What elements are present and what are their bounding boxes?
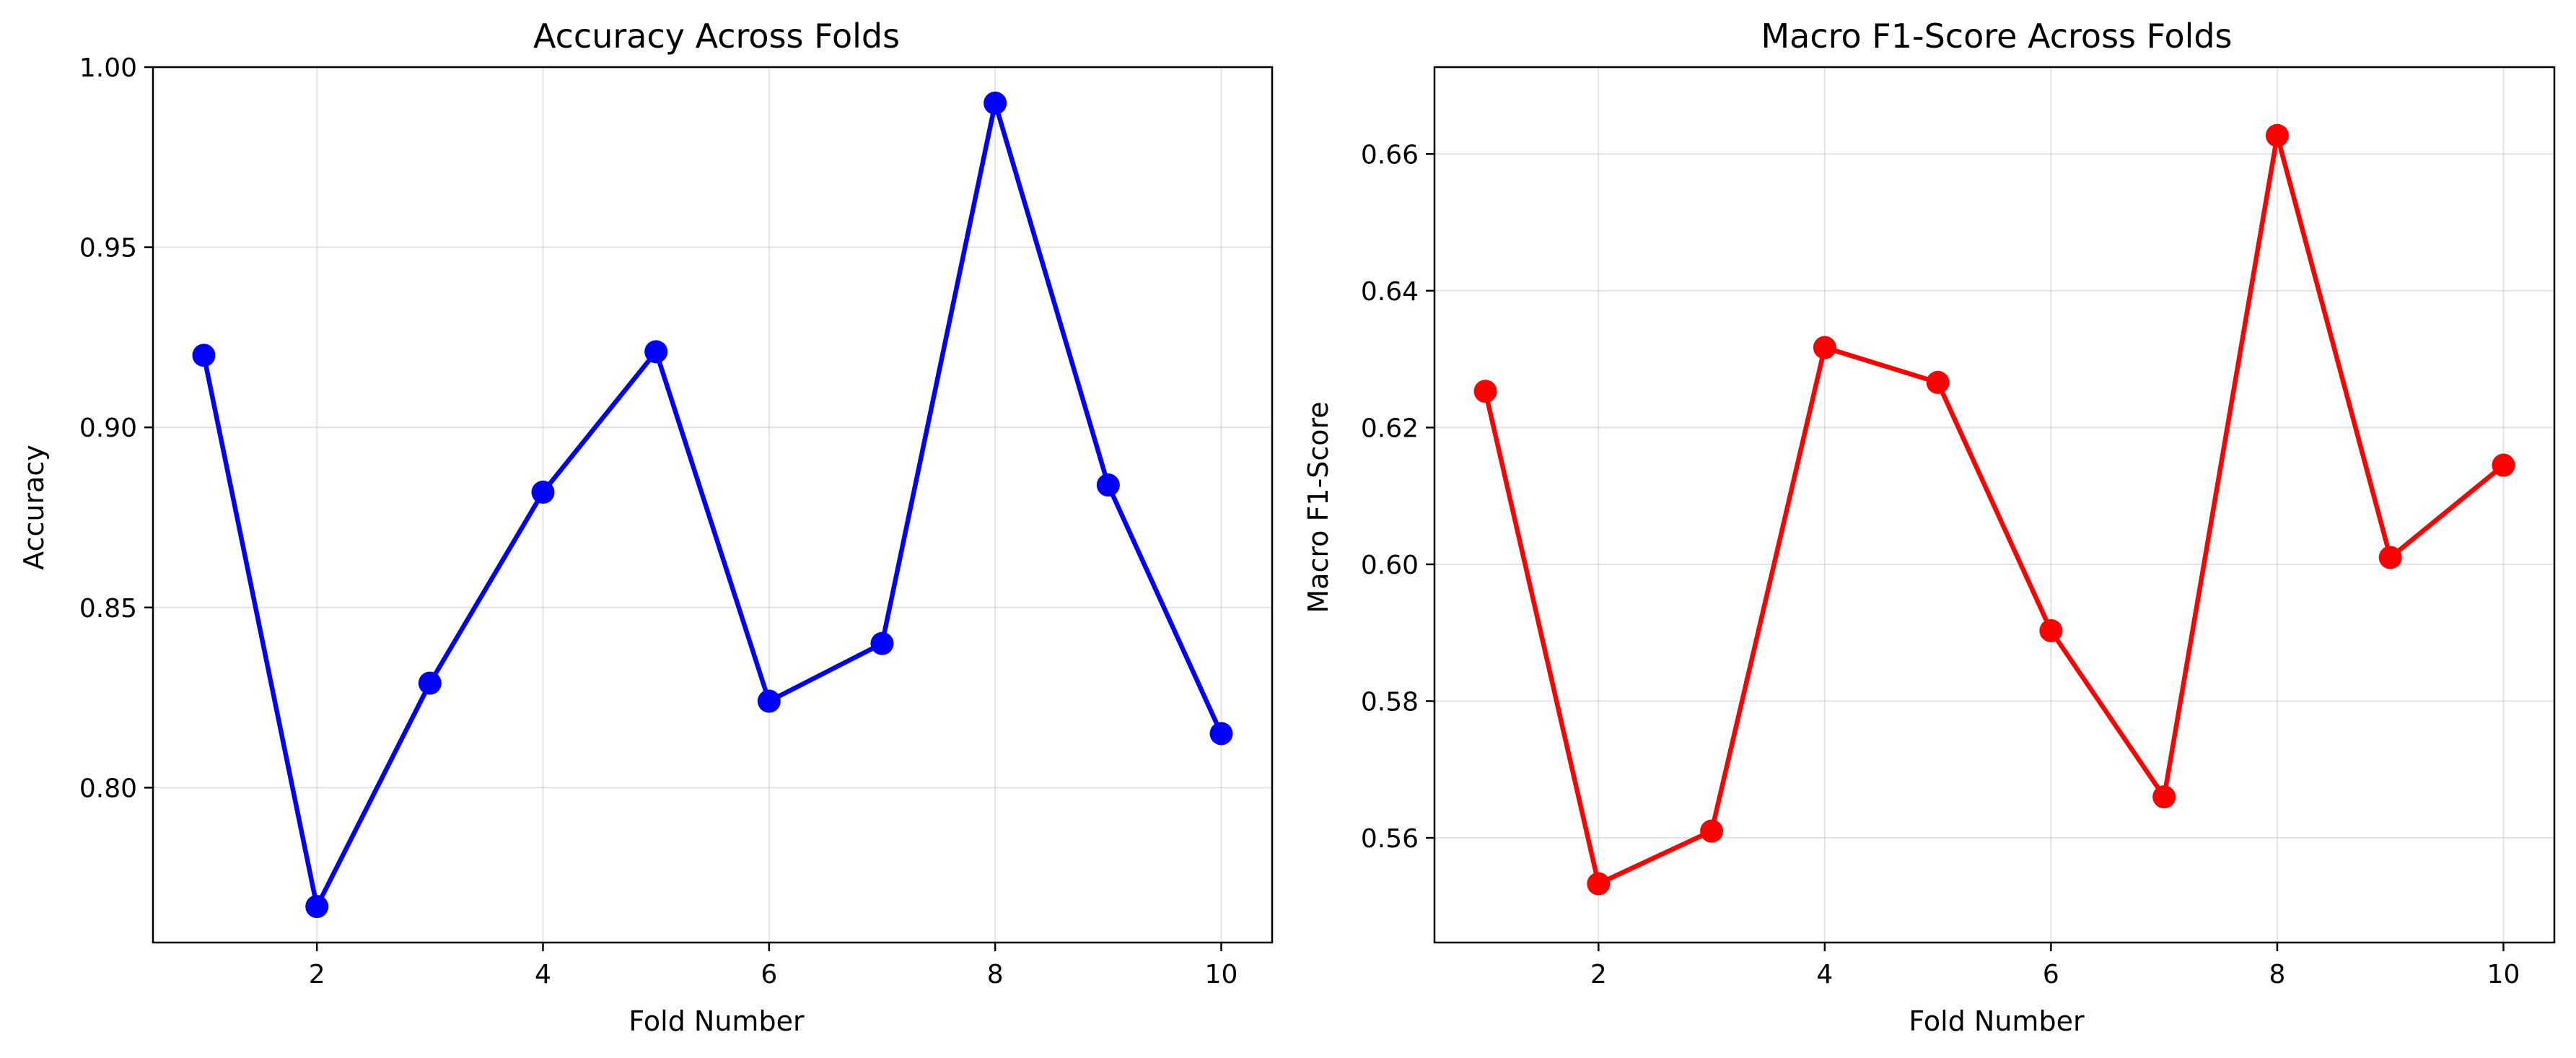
y-tick-label: 0.64 <box>1361 277 1419 307</box>
data-point <box>2378 546 2402 569</box>
data-point <box>2265 123 2289 147</box>
y-tick-label: 0.60 <box>1361 551 1419 580</box>
y-tick-label: 0.66 <box>1361 140 1419 170</box>
data-point <box>1473 380 1497 403</box>
data-point <box>1926 370 1950 394</box>
y-tick-label: 0.85 <box>79 594 137 624</box>
data-point <box>2152 785 2176 809</box>
data-point <box>1813 336 1836 359</box>
data-point <box>1587 872 1611 896</box>
plot-frame <box>152 66 1274 944</box>
x-tick-label: 2 <box>1590 960 1607 989</box>
x-tick-label: 4 <box>1816 960 1833 989</box>
data-point <box>870 631 894 655</box>
y-tick-label: 0.80 <box>79 774 137 803</box>
accuracy-chart: Accuracy Across Folds Fold Number Accura… <box>18 17 1274 1037</box>
x-axis-label: Fold Number <box>628 1005 805 1037</box>
series-line <box>201 100 1224 909</box>
x-tick-label: 10 <box>2487 960 2520 989</box>
data-point <box>418 671 442 695</box>
x-tick-label: 6 <box>2043 960 2059 989</box>
data-point <box>757 689 781 713</box>
plot-frame <box>1433 66 2556 944</box>
x-tick-label: 6 <box>761 960 777 989</box>
y-tick-label: 0.95 <box>79 234 137 263</box>
macro-f1-chart: Macro F1-Score Across Folds Fold Number … <box>1302 17 2556 1037</box>
x-tick-label: 8 <box>987 960 1004 989</box>
chart-title: Macro F1-Score Across Folds <box>1761 17 2232 56</box>
series-line <box>1483 133 2505 886</box>
data-point <box>1700 819 1724 843</box>
data-point <box>644 340 668 364</box>
chart-title: Accuracy Across Folds <box>533 17 900 56</box>
x-tick-label: 10 <box>1205 960 1238 989</box>
data-point <box>2492 453 2515 477</box>
data-point <box>531 481 555 504</box>
series <box>192 91 1233 919</box>
x-tick-label: 2 <box>309 960 325 989</box>
y-axis-label: Accuracy <box>18 445 50 570</box>
x-tick-label: 8 <box>2269 960 2285 989</box>
grid <box>1434 67 2554 943</box>
y-tick-label: 0.62 <box>1361 414 1419 443</box>
ticks: 2 4 6 8 10 0.80 0.85 0.90 0.95 1.00 <box>79 53 1238 989</box>
data-point <box>983 91 1007 115</box>
x-axis-label: Fold Number <box>1909 1005 2085 1037</box>
data-point <box>305 895 329 919</box>
data-point <box>1209 722 1233 746</box>
data-point <box>192 344 216 367</box>
data-point <box>1096 473 1120 497</box>
data-point <box>2039 618 2063 642</box>
series <box>1473 123 2515 896</box>
x-tick-label: 4 <box>535 960 551 989</box>
ticks: 2 4 6 8 10 0.56 0.58 0.60 0.62 0.64 0.66 <box>1361 140 2520 989</box>
y-tick-label: 0.90 <box>79 414 137 443</box>
y-tick-label: 0.58 <box>1361 687 1419 717</box>
y-tick-label: 0.56 <box>1361 824 1419 854</box>
y-axis-label: Macro F1-Score <box>1302 401 1334 613</box>
y-tick-label: 1.00 <box>79 53 137 83</box>
